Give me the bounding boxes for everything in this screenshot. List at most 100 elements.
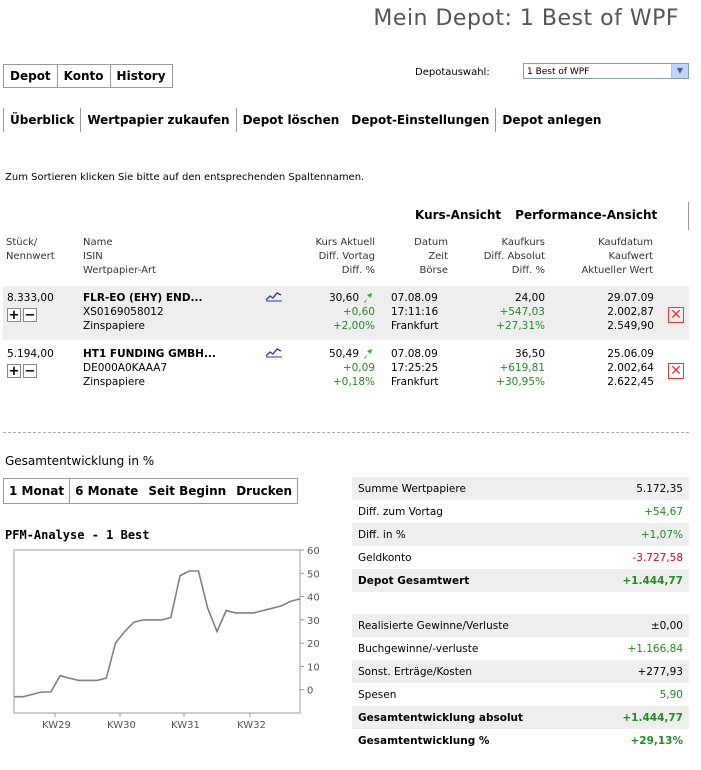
security-name-link[interactable]: FLR-EO (EHY) END... (83, 292, 203, 304)
delete-button[interactable]: ✕ (668, 363, 684, 379)
depot-select-value: 1 Best of WPF (527, 67, 590, 77)
header-kurs[interactable]: Kurs Aktuell Diff. Vortag Diff. % (315, 237, 376, 276)
diff-pct: +0,18% (332, 376, 375, 388)
wertpapier-art: Zinspapiere (83, 320, 145, 332)
nav-depot-loeschen[interactable]: Depot löschen (242, 113, 340, 127)
nav-depot-einstellungen[interactable]: Depot-Einstellungen (351, 113, 490, 127)
sub-navigation: Überblick Wertpapier zukaufen Depot lösc… (3, 107, 607, 133)
chart-icon[interactable] (265, 346, 283, 358)
summary-label: Sonst. Erträge/Kosten (358, 665, 472, 678)
kaufkurs: 36,50 (514, 348, 545, 360)
minus-button[interactable]: − (23, 308, 37, 323)
datum: 07.08.09 (391, 348, 438, 360)
plus-button[interactable]: + (7, 364, 21, 379)
summary-label: Gesamtentwicklung % (358, 734, 490, 747)
tab-seit-beginn[interactable]: Seit Beginn (148, 484, 227, 498)
summary-value: ±0,00 (650, 619, 683, 632)
tab-depot[interactable]: Depot (4, 65, 58, 87)
header-kaufkurs[interactable]: Kaufkurs Diff. Absolut Diff. % (483, 237, 545, 276)
divider (3, 432, 689, 433)
tab-history[interactable]: History (116, 69, 166, 83)
summary-label: Gesamtentwicklung absolut (358, 711, 524, 724)
tab-6-monate[interactable]: 6 Monate (75, 484, 139, 498)
summary-value: +277,93 (637, 665, 683, 678)
diff-pct-total: +30,95% (496, 376, 545, 388)
y-tick-label: 20 (307, 639, 320, 650)
kurs-ansicht-link[interactable]: Kurs-Ansicht (415, 208, 502, 222)
summary-label: Realisierte Gewinne/Verluste (358, 619, 509, 632)
aktueller-wert: 2.549,90 (607, 320, 654, 332)
kaufkurs: 24,00 (514, 292, 545, 304)
y-tick-label: 30 (307, 616, 320, 627)
print-link[interactable]: Drucken (236, 484, 293, 498)
summary-row: Diff. in % +1,07% (352, 523, 689, 546)
summary-label: Spesen (358, 688, 397, 701)
diff-pct: +2,00% (332, 320, 375, 332)
depot-select-label: Depotauswahl: (415, 67, 490, 78)
nav-ueberblick[interactable]: Überblick (10, 113, 75, 127)
gesamtentwicklung-label: Gesamtentwicklung in % (5, 454, 155, 468)
header-name[interactable]: Name ISIN Wertpapier-Art (83, 237, 156, 276)
summary-label: Buchgewinne/-verluste (358, 642, 479, 655)
minus-button[interactable]: − (23, 364, 37, 379)
depot-select[interactable]: 1 Best of WPF ▼ (523, 63, 689, 79)
header-stueck[interactable]: Stück/Nennwert (6, 237, 55, 262)
summary-row: Buchgewinne/-verluste +1.166,84 (352, 637, 689, 660)
table-row: 5.194,00 + − HT1 FUNDING GMBH... DE000A0K… (3, 342, 689, 396)
y-tick-label: 10 (307, 662, 320, 673)
y-tick-label: 0 (307, 686, 313, 697)
header-datum[interactable]: Datum Zeit Börse (414, 237, 448, 276)
divider (688, 202, 689, 230)
y-tick-label: 60 (307, 546, 320, 557)
zeit: 17:25:25 (391, 362, 439, 374)
kaufwert: 2.002,87 (607, 306, 654, 318)
kurs-aktuell: 50,49 (328, 348, 359, 360)
page-title: Mein Depot: 1 Best of WPF (373, 6, 679, 31)
summary-row: Sonst. Erträge/Kosten +277,93 (352, 660, 689, 683)
zeit: 17:11:16 (391, 306, 439, 318)
plus-button[interactable]: + (7, 308, 21, 323)
chart-icon[interactable] (265, 290, 283, 302)
datum: 07.08.09 (391, 292, 438, 304)
summary-table: Summe Wertpapiere 5.172,35 Diff. zum Vorta… (352, 477, 689, 592)
diff-absolut: +547,03 (499, 306, 545, 318)
tab-1-monat[interactable]: 1 Monat (4, 479, 71, 503)
delete-button[interactable]: ✕ (668, 307, 684, 323)
summary-row: Gesamtentwicklung % +29,13% (352, 729, 689, 752)
security-name-link[interactable]: HT1 FUNDING GMBH... (83, 348, 216, 360)
summary-label: Diff. zum Vortag (358, 505, 443, 518)
y-tick-label: 50 (307, 569, 320, 580)
nav-wertpapier-zukaufen[interactable]: Wertpapier zukaufen (87, 113, 230, 127)
arrow-up-icon (364, 293, 372, 303)
boerse: Frankfurt (391, 376, 439, 388)
table-row: 8.333,00 + − FLR-EO (EHY) END... XS016905… (3, 286, 689, 340)
kaufdatum: 25.06.09 (607, 348, 654, 360)
summary-row: Gesamtentwicklung absolut +1.444,77 (352, 706, 689, 729)
x-tick-label: KW30 (107, 720, 136, 731)
summary-value: 5.172,35 (636, 482, 683, 495)
aktueller-wert: 2.622,45 (607, 376, 654, 388)
summary-value: +1.166,84 (627, 642, 683, 655)
header-kaufdatum[interactable]: Kaufdatum Kaufwert Aktueller Wert (581, 237, 653, 276)
x-tick-label: KW31 (171, 720, 200, 731)
summary-row: Geldkonto -3.727,58 (352, 546, 689, 569)
boerse: Frankfurt (391, 320, 439, 332)
nav-depot-anlegen[interactable]: Depot anlegen (502, 113, 602, 127)
tab-konto[interactable]: Konto (58, 65, 111, 87)
result-table: Realisierte Gewinne/Verluste ±0,00 Buchgew… (352, 614, 689, 752)
chevron-down-icon[interactable]: ▼ (671, 64, 688, 78)
main-tabs: Depot Konto History (3, 64, 173, 88)
diff-pct-total: +27,31% (496, 320, 545, 332)
summary-value: +1,07% (640, 528, 683, 541)
divider (495, 108, 497, 132)
y-tick-label: 40 (307, 593, 320, 604)
isin: XS0169058012 (83, 306, 164, 318)
x-tick-label: KW32 (237, 720, 266, 731)
summary-label: Depot Gesamtwert (358, 574, 470, 587)
period-tabs: 1 Monat 6 Monate Seit Beginn Drucken (3, 478, 299, 504)
summary-label: Summe Wertpapiere (358, 482, 466, 495)
divider (235, 108, 237, 132)
performance-ansicht-link[interactable]: Performance-Ansicht (515, 208, 658, 222)
summary-label: Diff. in % (358, 528, 406, 541)
summary-value: +1.444,77 (622, 574, 683, 587)
